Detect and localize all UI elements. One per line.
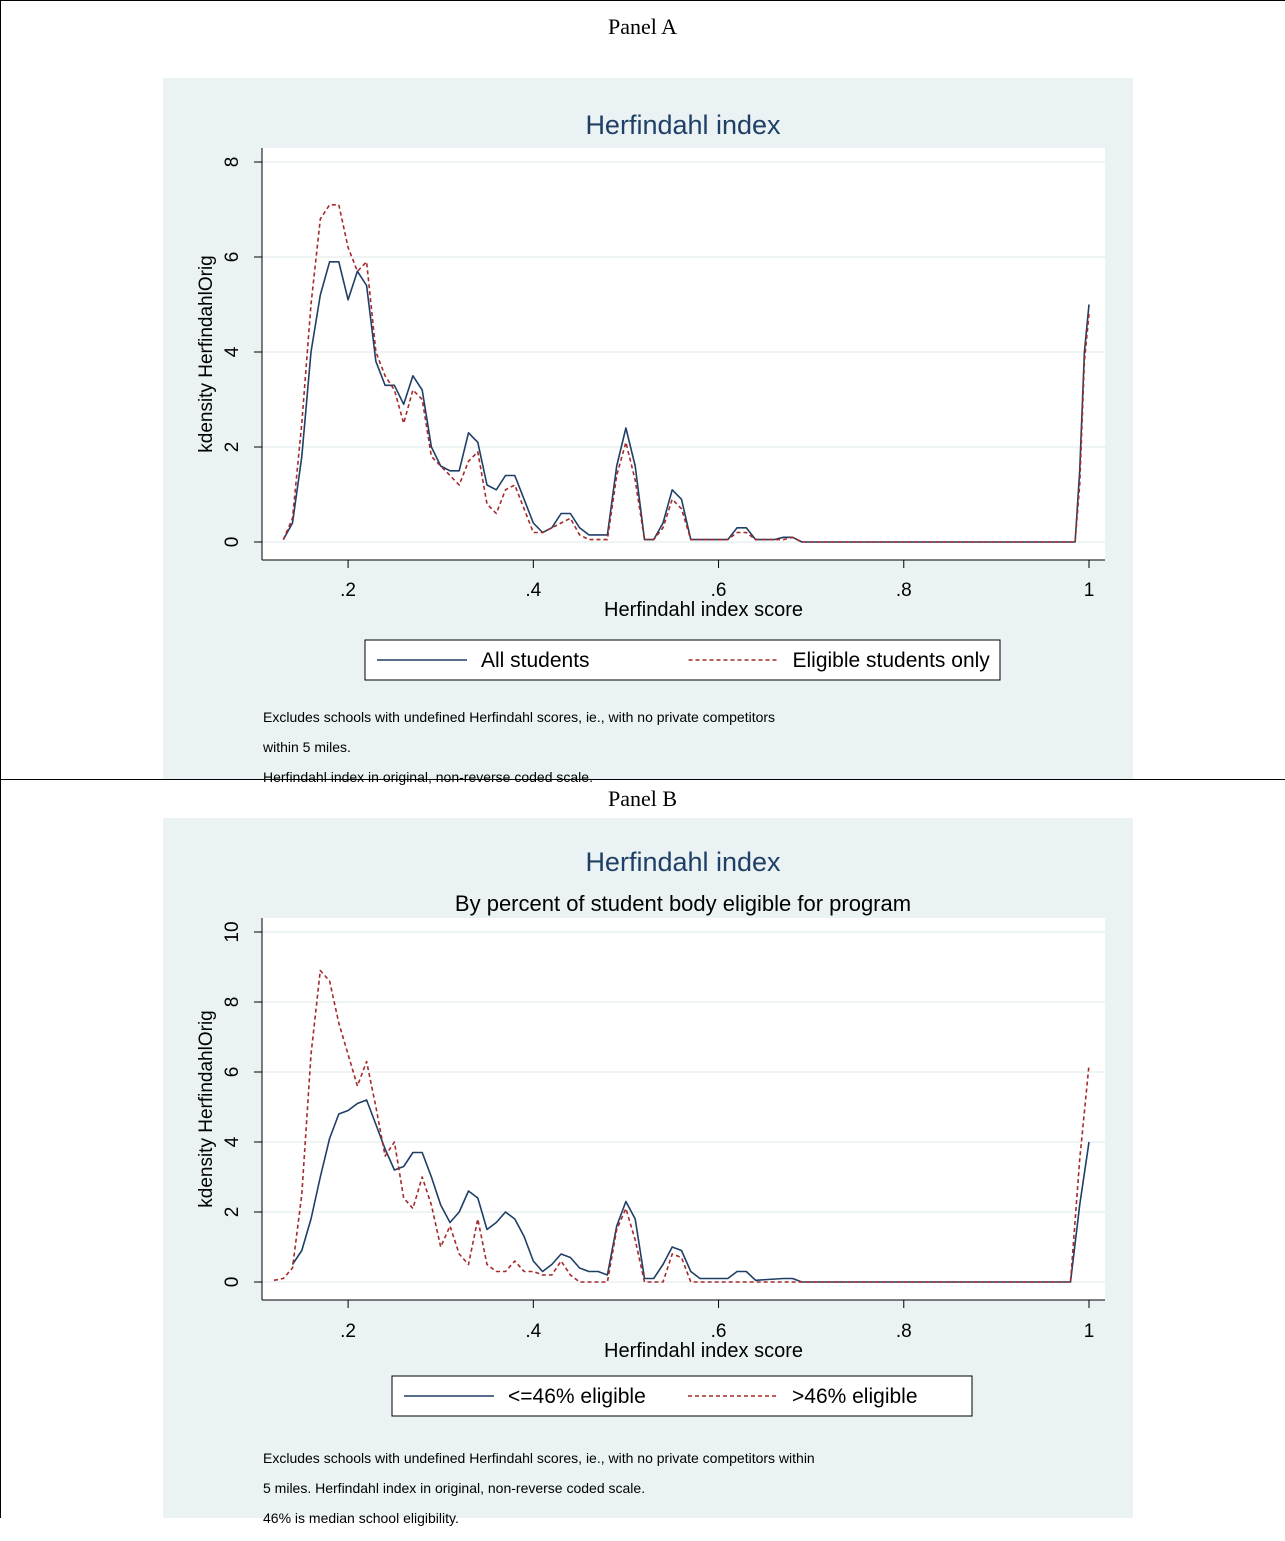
panel-b-x-tick-label-2: .6 [711, 1321, 727, 1342]
panel-b-note: Excludes schools with undefined Herfinda… [263, 1436, 815, 1541]
panel-a-y-tick-label-4: 8 [222, 157, 243, 168]
panel-a-x-tick-label-4: 1 [1084, 580, 1095, 601]
panel-a-series-solid-line [282, 261, 1090, 543]
panel-a-x-tick-label-0: .2 [340, 580, 356, 601]
panel-a-y-tick-label-0: 0 [222, 537, 243, 548]
panel-a-legend-label-0: All students [481, 649, 590, 672]
panel-a-note: Excludes schools with undefined Herfinda… [263, 695, 775, 800]
panel-b-y-axis-label: kdensity HerfindahlOrig [196, 1010, 217, 1207]
frame-panel-divider [0, 779, 1285, 780]
panel-a-note-line-1: Excludes schools with undefined Herfinda… [263, 709, 776, 725]
panel-a-chart-title: Herfindahl index [585, 110, 781, 140]
panel-a-plot-region [262, 148, 1105, 560]
panel-b-legend-label-0: <=46% eligible [508, 1385, 646, 1408]
panel-b-x-tick-label-3: .8 [896, 1321, 912, 1342]
frame-left-border [0, 0, 1, 1518]
panel-a-x-tick-label-2: .6 [711, 580, 727, 601]
panel-b-legend-label-1: >46% eligible [792, 1385, 918, 1408]
panel-b-y-tick-label-1: 2 [222, 1207, 243, 1218]
panel-a-y-axis-label: kdensity HerfindahlOrig [196, 255, 217, 452]
panel-a-x-axis-label: Herfindahl index score [604, 599, 803, 621]
panel-b-y-tick-label-3: 6 [222, 1067, 243, 1078]
panel-b-note-line-2: 5 miles. Herfindahl index in original, n… [263, 1480, 646, 1496]
panel-b-y-tick-label-4: 8 [222, 997, 243, 1008]
panel-a-note-line-2: within 5 miles. [263, 739, 351, 755]
panel-b-note-line-1: Excludes schools with undefined Herfinda… [263, 1450, 815, 1466]
panel-b-chart-subtitle: By percent of student body eligible for … [455, 891, 911, 916]
panel-b-chart-title: Herfindahl index [585, 847, 781, 877]
panel-b-y-tick-label-5: 10 [222, 921, 243, 942]
panel-b-legend: <=46% eligible >46% eligible [391, 1375, 973, 1417]
panel-a-x-tick-label-1: .4 [525, 580, 541, 601]
frame-top-border [0, 0, 1285, 1]
panel-a-label: Panel A [607, 14, 678, 39]
panel-b-x-tick-label-4: 1 [1084, 1321, 1095, 1342]
panel-a-legend-box [364, 639, 1001, 681]
panel-a-legend: All students Eligible students only [364, 639, 1001, 681]
panel-b-x-axis-label: Herfindahl index score [604, 1340, 803, 1362]
panel-b-y-tick-label-0: 0 [222, 1277, 243, 1288]
panel-a-y-tick-label-2: 4 [222, 346, 243, 357]
panel-b-series-dashed-line [273, 969, 1090, 1283]
panel-a-chart: .2 .4 .6 .8 1 0 2 4 6 8 Herfindahl index score kden… [196, 110, 1105, 681]
panel-b-plot-region [262, 918, 1105, 1300]
panel-a-y-tick-label-3: 6 [222, 252, 243, 263]
panel-b-y-tick-label-2: 4 [222, 1136, 243, 1147]
panel-b-x-tick-label-1: .4 [525, 1321, 541, 1342]
panel-b-label: Panel B [607, 786, 678, 811]
panel-b-x-tick-label-0: .2 [340, 1321, 356, 1342]
panel-a-legend-label-1: Eligible students only [793, 649, 991, 672]
panel-a-y-tick-label-1: 2 [222, 442, 243, 453]
panel-b-note-line-3: 46% is median school eligibility. [263, 1510, 459, 1526]
panel-a-x-tick-label-3: .8 [896, 580, 912, 601]
panel-a-note-line-3: Herfindahl index in original, non-revers… [263, 769, 593, 785]
panel-b-series-solid-line [291, 1099, 1090, 1283]
